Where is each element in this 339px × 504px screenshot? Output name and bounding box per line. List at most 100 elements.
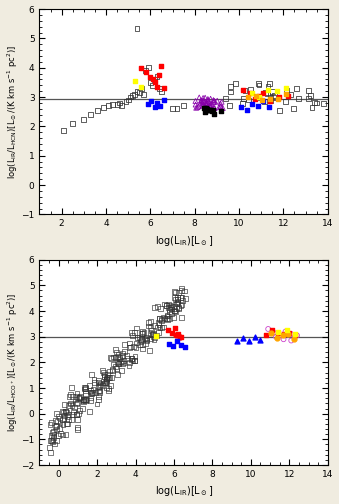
Point [154, 99, 160, 107]
Point [70, 393, 75, 401]
Point [151, 336, 157, 344]
Point [175, 303, 181, 311]
Point [117, 355, 122, 363]
Point [205, 95, 211, 103]
Point [218, 107, 224, 115]
Point [108, 355, 114, 363]
Point [140, 345, 145, 353]
Point [64, 409, 69, 417]
Point [216, 103, 222, 111]
Point [148, 323, 154, 331]
Point [111, 353, 116, 361]
Point [198, 99, 203, 107]
Point [75, 399, 80, 407]
Point [207, 101, 212, 109]
Point [198, 96, 204, 104]
Point [132, 77, 138, 85]
Point [208, 105, 213, 113]
Point [307, 92, 313, 100]
Point [61, 414, 67, 422]
Point [201, 97, 206, 105]
Point [82, 384, 87, 392]
Point [119, 358, 124, 366]
Point [175, 297, 181, 305]
Point [292, 330, 298, 338]
Point [208, 102, 213, 110]
Point [312, 99, 317, 107]
Point [110, 367, 115, 375]
Point [74, 389, 80, 397]
Point [126, 339, 132, 347]
Point [54, 409, 60, 417]
Point [169, 302, 175, 310]
Point [179, 284, 184, 292]
Point [277, 331, 282, 339]
Point [200, 97, 205, 105]
Point [242, 87, 248, 95]
Point [66, 410, 71, 418]
Point [107, 373, 112, 382]
Point [233, 80, 239, 88]
Point [69, 384, 75, 392]
Point [252, 95, 257, 103]
Point [57, 424, 63, 432]
Point [132, 329, 137, 337]
Point [82, 384, 88, 392]
Point [145, 100, 151, 108]
Point [202, 94, 208, 102]
Point [167, 306, 172, 314]
Point [173, 307, 178, 316]
Point [108, 382, 114, 390]
Point [247, 89, 253, 97]
Point [106, 385, 111, 393]
Point [245, 93, 251, 101]
Point [101, 103, 106, 111]
Point [263, 331, 269, 339]
Point [60, 431, 65, 439]
Point [144, 337, 150, 345]
Point [81, 398, 86, 406]
Point [205, 102, 210, 110]
Point [275, 95, 281, 103]
Point [173, 289, 178, 297]
Point [76, 409, 81, 417]
Point [134, 24, 140, 32]
Point [51, 430, 57, 438]
Point [285, 92, 291, 100]
Point [211, 98, 216, 106]
Point [134, 324, 139, 332]
Point [87, 388, 93, 396]
Point [211, 105, 216, 113]
Point [168, 305, 174, 313]
Point [164, 314, 169, 322]
Point [90, 388, 96, 396]
Point [178, 341, 183, 349]
Point [205, 99, 210, 107]
Point [52, 440, 57, 448]
Point [139, 336, 144, 344]
Point [193, 100, 198, 108]
Point [275, 328, 280, 336]
Point [271, 94, 276, 102]
Point [179, 300, 184, 308]
Point [246, 96, 251, 104]
Point [80, 397, 86, 405]
Point [156, 319, 161, 327]
Point [175, 295, 180, 303]
Point [255, 102, 261, 110]
Point [296, 95, 301, 103]
Point [120, 349, 125, 357]
Point [158, 304, 163, 312]
Point [125, 354, 130, 362]
Point [148, 317, 153, 325]
Point [267, 97, 273, 105]
Point [269, 326, 275, 334]
Point [180, 296, 185, 304]
Point [102, 379, 108, 387]
Point [172, 307, 177, 315]
Point [164, 316, 170, 324]
Point [193, 97, 198, 105]
Point [161, 313, 166, 322]
Point [151, 330, 156, 338]
Point [108, 354, 114, 362]
